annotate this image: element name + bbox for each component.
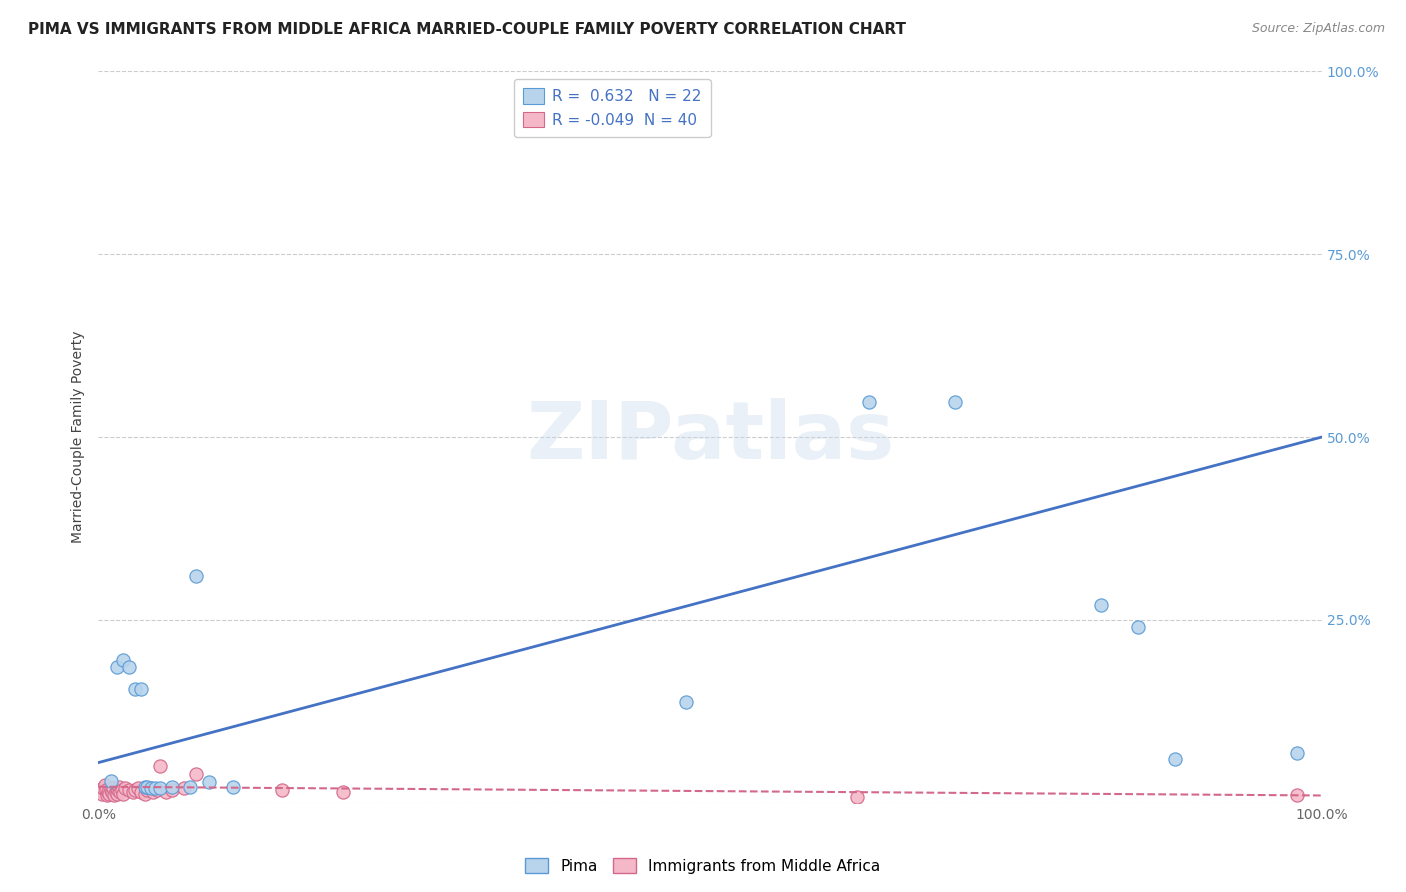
Point [160, 782, 183, 797]
Point [111, 653, 134, 667]
Point [94, 782, 117, 797]
Point [101, 781, 124, 796]
Point [111, 787, 134, 801]
Point [160, 780, 183, 794]
Point [845, 789, 868, 804]
Point [96, 789, 118, 803]
Point [118, 660, 141, 674]
Point [149, 781, 172, 796]
Point [139, 781, 162, 796]
Point [136, 782, 159, 797]
Point [103, 789, 125, 803]
Point [93, 777, 115, 792]
Point [173, 781, 195, 796]
Point [129, 785, 152, 799]
Point [149, 759, 172, 773]
Point [114, 781, 136, 796]
Point [100, 773, 122, 788]
Point [1128, 620, 1150, 634]
Point [1286, 789, 1309, 803]
Point [105, 660, 128, 674]
Point [155, 785, 177, 799]
Point [90, 785, 112, 799]
Point [111, 782, 134, 797]
Point [118, 782, 141, 797]
Point [108, 780, 131, 794]
Point [129, 682, 152, 697]
Point [139, 781, 162, 796]
Point [134, 787, 156, 801]
Point [110, 785, 132, 799]
Point [87, 782, 110, 797]
Point [179, 780, 201, 794]
Text: PIMA VS IMMIGRANTS FROM MIDDLE AFRICA MARRIED-COUPLE FAMILY POVERTY CORRELATION : PIMA VS IMMIGRANTS FROM MIDDLE AFRICA MA… [28, 22, 905, 37]
Point [91, 781, 114, 796]
Legend: R =  0.632   N = 22, R = -0.049  N = 40: R = 0.632 N = 22, R = -0.049 N = 40 [513, 79, 710, 137]
Point [136, 780, 159, 794]
Text: ZIPatlas: ZIPatlas [526, 398, 894, 476]
Point [332, 785, 354, 799]
Point [1164, 752, 1187, 766]
Point [124, 682, 146, 697]
Point [270, 782, 294, 797]
Point [1090, 599, 1112, 613]
Point [222, 780, 245, 794]
Point [1286, 746, 1309, 760]
Y-axis label: Married-Couple Family Poverty: Married-Couple Family Poverty [72, 331, 86, 543]
Text: Source: ZipAtlas.com: Source: ZipAtlas.com [1251, 22, 1385, 36]
Point [858, 395, 880, 409]
Point [107, 782, 129, 797]
Point [91, 787, 114, 801]
Point [675, 695, 697, 709]
Legend: Pima, Immigrants from Middle Africa: Pima, Immigrants from Middle Africa [519, 852, 887, 880]
Point [124, 782, 146, 797]
Point [98, 787, 121, 801]
Point [186, 569, 208, 583]
Point [104, 785, 127, 799]
Point [105, 787, 128, 801]
Point [197, 775, 219, 789]
Point [146, 782, 169, 797]
Point [134, 780, 156, 794]
Point [943, 395, 966, 409]
Point [121, 785, 143, 799]
Point [101, 785, 124, 799]
Point [100, 782, 122, 797]
Point [186, 766, 208, 780]
Point [143, 781, 166, 796]
Point [127, 781, 149, 796]
Point [142, 785, 165, 799]
Point [97, 785, 120, 799]
